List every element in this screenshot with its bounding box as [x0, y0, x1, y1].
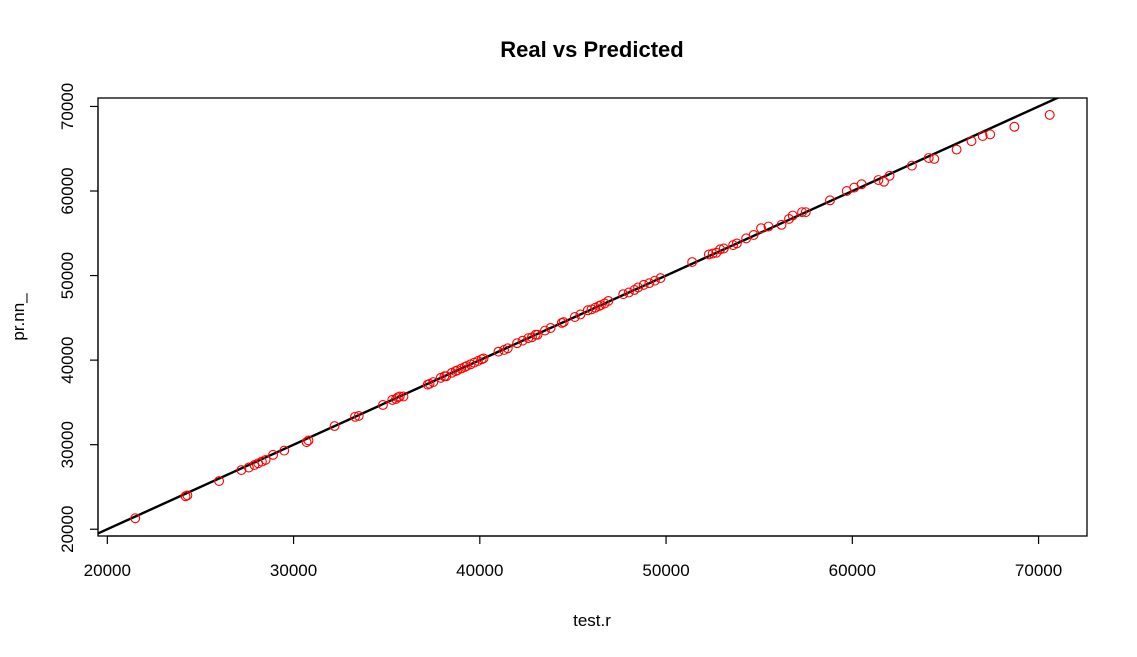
data-point [731, 238, 742, 249]
data-point [763, 221, 774, 232]
data-point [787, 210, 798, 221]
data-point [493, 346, 504, 357]
data-point [478, 353, 489, 364]
data-point [268, 449, 279, 460]
data-point [951, 144, 962, 155]
data-point [353, 410, 364, 421]
data-point [825, 195, 835, 206]
x-tick-label: 40000 [456, 561, 503, 580]
data-point [906, 160, 917, 171]
data-point [303, 435, 314, 446]
data-point [517, 335, 528, 346]
data-point [856, 179, 867, 190]
data-point [558, 317, 569, 328]
data-point [569, 312, 580, 322]
data-point [711, 247, 722, 258]
y-tick-label: 20000 [58, 506, 77, 553]
data-point [776, 219, 787, 230]
data-point [966, 136, 977, 147]
data-point [350, 411, 360, 422]
data-point [214, 476, 225, 486]
data-point [633, 282, 644, 293]
y-tick-label: 70000 [58, 83, 77, 130]
chart-title: Real vs Predicted [500, 37, 683, 62]
data-point [884, 170, 895, 181]
data-point [655, 273, 666, 284]
data-point [687, 257, 698, 267]
data-point [279, 445, 290, 456]
x-tick-label: 30000 [270, 561, 317, 580]
x-tick-label: 20000 [84, 561, 131, 580]
data-point [182, 490, 193, 501]
y-tick-label: 60000 [58, 167, 77, 214]
data-point [1009, 121, 1020, 132]
data-point [985, 129, 996, 140]
data-point [398, 391, 409, 402]
data-point [707, 248, 718, 259]
data-point [873, 175, 884, 185]
data-point [394, 391, 405, 402]
data-point [378, 399, 388, 410]
x-axis: 20000 30000 40000 50000 60000 70000 [84, 535, 1062, 580]
data-point [260, 454, 271, 465]
data-point [1044, 109, 1055, 120]
data-point [718, 243, 729, 254]
x-tick-label: 50000 [642, 561, 689, 580]
data-point [800, 207, 811, 218]
data-point [441, 371, 452, 382]
data-point [502, 343, 513, 354]
data-point [130, 513, 141, 524]
data-point [623, 287, 634, 298]
data-point [879, 176, 889, 187]
data-point [512, 338, 523, 349]
y-tick-label: 40000 [58, 336, 77, 383]
data-point [243, 462, 254, 473]
data-point [428, 377, 439, 388]
data-point [301, 437, 312, 448]
data-point [703, 249, 714, 260]
data-point [923, 153, 934, 163]
data-point [545, 323, 556, 333]
data-point [784, 213, 794, 224]
data-point [603, 295, 614, 306]
data-point [644, 278, 655, 289]
data-points [130, 109, 1055, 524]
data-point [756, 223, 767, 234]
x-axis-label: test.r [573, 611, 611, 630]
data-point [649, 275, 660, 286]
y-tick-label: 30000 [58, 421, 77, 468]
data-point [236, 465, 247, 475]
y-axis: 20000 30000 40000 50000 60000 70000 [58, 83, 99, 553]
data-point [618, 289, 629, 300]
x-tick-label: 60000 [829, 561, 876, 580]
x-tick-label: 70000 [1015, 561, 1062, 580]
data-point [748, 230, 759, 240]
data-point [582, 305, 593, 316]
y-tick-label: 50000 [58, 252, 77, 299]
y-axis-label: pr.nn_ [9, 293, 28, 341]
data-point [329, 421, 340, 432]
data-point [929, 153, 940, 164]
data-point [797, 207, 807, 218]
data-point [977, 131, 988, 142]
data-point [638, 279, 649, 290]
data-point [575, 309, 586, 320]
data-point [540, 325, 550, 336]
data-point [715, 244, 726, 255]
data-point [532, 329, 543, 340]
